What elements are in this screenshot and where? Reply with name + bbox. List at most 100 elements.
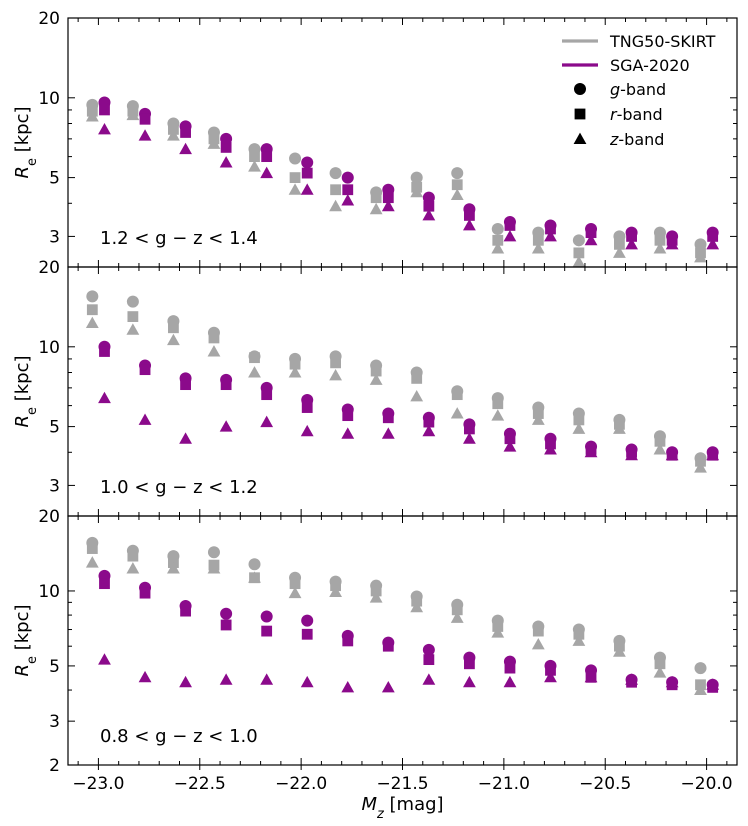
data-point — [288, 183, 302, 195]
data-point — [464, 423, 475, 435]
data-point — [492, 234, 504, 246]
data-point — [261, 625, 273, 637]
data-point — [248, 160, 261, 172]
data-point — [653, 443, 667, 455]
data-point — [260, 673, 274, 685]
data-point — [653, 242, 667, 254]
data-point — [544, 670, 557, 683]
data-point — [126, 108, 140, 121]
data-point — [503, 230, 517, 242]
data-point — [410, 389, 424, 402]
data-point — [261, 151, 273, 163]
data-point — [463, 432, 476, 444]
data-point — [614, 238, 625, 250]
legend-marker-r-band — [574, 108, 586, 120]
data-point — [381, 680, 395, 693]
data-point — [531, 242, 545, 254]
data-point — [342, 184, 354, 196]
data-point — [707, 231, 719, 242]
data-point — [208, 332, 220, 344]
data-point — [532, 625, 544, 637]
data-point — [219, 420, 233, 432]
data-point — [179, 675, 192, 688]
x-tick-label: −22.0 — [275, 774, 327, 794]
data-point — [289, 358, 301, 370]
data-point — [167, 129, 180, 141]
data-point — [249, 352, 260, 364]
legend-marker-g-band — [574, 83, 586, 95]
data-point — [410, 600, 424, 613]
data-point — [410, 185, 424, 198]
data-point — [342, 410, 354, 422]
data-point — [573, 628, 585, 640]
data-point — [369, 591, 383, 603]
data-point — [422, 424, 436, 437]
panel-3: 2 3 5 10 20 Re [kpc] 0.8 < g − z < 1.0 — [12, 507, 738, 776]
x-tick-label: −22.5 — [174, 774, 226, 794]
data-point — [694, 662, 707, 675]
series-tng50-g-band — [86, 536, 707, 675]
data-point — [85, 110, 99, 122]
data-point — [341, 171, 354, 184]
data-point — [207, 546, 220, 559]
data-point — [98, 122, 111, 135]
panel-annotation: 1.0 < g − z < 1.2 — [100, 477, 258, 498]
data-point — [584, 670, 598, 683]
data-point — [694, 683, 707, 696]
data-point — [706, 237, 720, 250]
data-point — [341, 194, 355, 206]
data-point — [300, 675, 314, 688]
data-point — [370, 192, 382, 204]
series-sga2020-r-band — [99, 104, 719, 246]
data-point — [289, 152, 302, 165]
data-point — [545, 223, 556, 235]
data-point — [207, 562, 221, 574]
data-point — [86, 543, 98, 554]
data-point — [654, 234, 666, 246]
data-point — [167, 562, 180, 574]
data-point — [450, 188, 464, 200]
data-point — [382, 640, 394, 652]
data-point — [300, 183, 314, 195]
data-point — [139, 113, 151, 125]
y-tick-label: 10 — [38, 89, 60, 109]
series-tng50-r-band — [86, 304, 706, 467]
data-point — [329, 585, 342, 598]
x-axis-label: Mz [mag] — [361, 794, 443, 822]
data-point — [545, 664, 556, 676]
data-point — [532, 234, 544, 246]
y-tick-label: 3 — [49, 227, 60, 247]
series-tng50-z-band — [85, 108, 707, 268]
data-point — [329, 369, 342, 381]
data-point — [369, 202, 383, 215]
data-point — [625, 448, 638, 461]
data-point — [450, 407, 464, 419]
y-tick-label: 3 — [49, 712, 60, 732]
data-point — [179, 142, 192, 155]
data-point — [694, 238, 707, 251]
data-point — [248, 571, 261, 583]
data-point — [301, 167, 313, 179]
data-point — [665, 675, 679, 688]
series-sga2020-z-band — [98, 122, 720, 250]
y-tick-label: 2 — [49, 756, 60, 776]
data-point — [139, 364, 151, 376]
data-point — [126, 323, 140, 335]
data-point — [126, 562, 140, 574]
legend-label-r-band: r-band — [610, 105, 663, 124]
data-point — [423, 654, 435, 666]
data-point — [288, 586, 302, 599]
series-tng50-r-band — [86, 543, 706, 691]
panel-annotation: 1.2 < g − z < 1.4 — [100, 228, 258, 249]
data-point — [653, 666, 667, 678]
data-point — [289, 172, 301, 184]
data-point — [423, 200, 435, 212]
data-point — [491, 409, 505, 421]
data-point — [382, 412, 394, 424]
legend-label-tng: TNG50-SKIRT — [609, 32, 716, 51]
y-tick-label: 20 — [38, 507, 60, 527]
y-tick-label: 10 — [38, 582, 60, 602]
data-point — [531, 638, 545, 650]
data-point — [665, 448, 679, 461]
y-tick-label: 10 — [38, 338, 60, 358]
